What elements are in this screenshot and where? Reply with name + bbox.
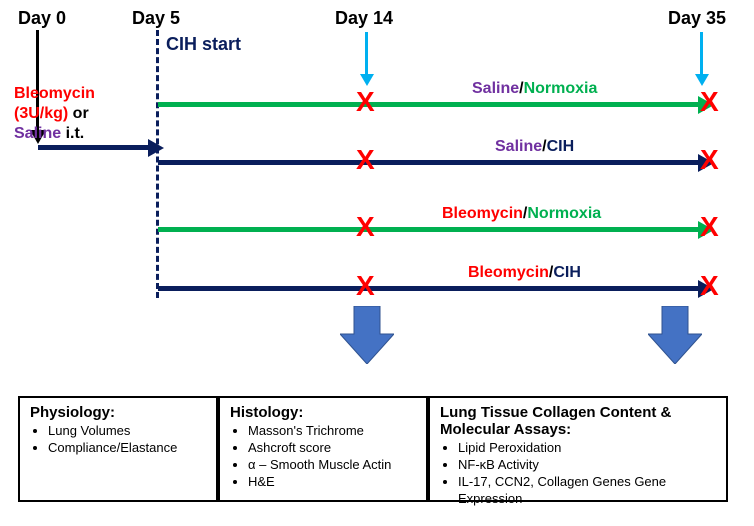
physiology-box: Physiology: Lung Volumes Compliance/Elas…: [18, 396, 218, 502]
big-arrow-day35: [648, 306, 702, 364]
box-title: Physiology:: [30, 404, 206, 421]
box-list: Masson's Trichrome Ashcroft score α – Sm…: [248, 423, 416, 491]
box-item: H&E: [248, 474, 416, 491]
big-arrow-day14: [340, 306, 394, 364]
x-mark: X: [700, 213, 719, 241]
day5-label: Day 5: [132, 8, 180, 29]
box-item: NF-κB Activity: [458, 457, 716, 474]
x-mark: X: [356, 88, 375, 116]
x-mark: X: [356, 146, 375, 174]
saline-word: Saline: [14, 125, 61, 142]
box-title: Lung Tissue Collagen Content & Molecular…: [440, 404, 716, 438]
day35-marker-arrow: [700, 32, 703, 74]
bleo-word: Bleomycin: [14, 85, 95, 102]
box-list: Lung Volumes Compliance/Elastance: [48, 423, 206, 457]
x-mark: X: [356, 213, 375, 241]
row-label: Saline/CIH: [495, 138, 574, 156]
dose-word: (3U/kg): [14, 105, 68, 122]
x-mark: X: [700, 272, 719, 300]
box-item: Lung Volumes: [48, 423, 206, 440]
treatment-text: Bleomycin (3U/kg) or Saline i.t.: [14, 84, 95, 144]
cih-start-label: CIH start: [166, 34, 241, 55]
row-label: Bleomycin/Normoxia: [442, 205, 601, 223]
day14-label: Day 14: [335, 8, 393, 29]
histology-box: Histology: Masson's Trichrome Ashcroft s…: [218, 396, 428, 502]
box-item: Compliance/Elastance: [48, 440, 206, 457]
day0-label: Day 0: [18, 8, 66, 29]
row-label: Bleomycin/CIH: [468, 264, 581, 282]
x-mark: X: [700, 88, 719, 116]
box-item: IL-17, CCN2, Collagen Genes Gene Express…: [458, 474, 716, 508]
it-word: i.t.: [61, 125, 84, 142]
x-mark: X: [700, 146, 719, 174]
day35-label: Day 35: [668, 8, 726, 29]
or-word: or: [68, 105, 88, 122]
x-mark: X: [356, 272, 375, 300]
box-item: Ashcroft score: [248, 440, 416, 457]
box-title: Histology:: [230, 404, 416, 421]
day14-marker-arrow: [365, 32, 368, 74]
row-label: Saline/Normoxia: [472, 80, 597, 98]
molecular-box: Lung Tissue Collagen Content & Molecular…: [428, 396, 728, 502]
box-list: Lipid Peroxidation NF-κB Activity IL-17,…: [458, 440, 716, 508]
box-item: α – Smooth Muscle Actin: [248, 457, 416, 474]
box-item: Masson's Trichrome: [248, 423, 416, 440]
box-item: Lipid Peroxidation: [458, 440, 716, 457]
